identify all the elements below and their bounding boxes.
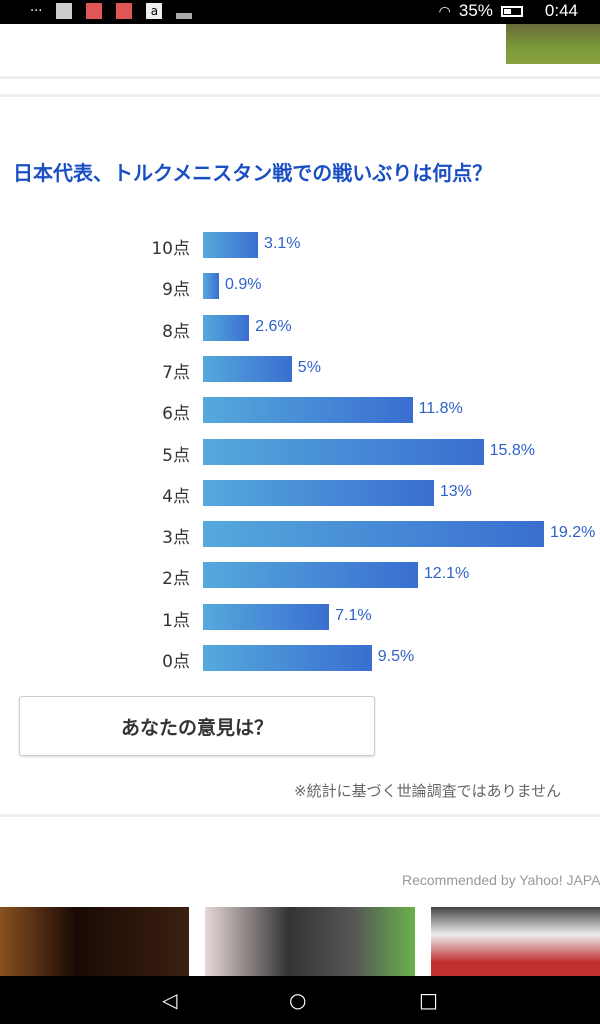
app-notification-icon — [56, 3, 73, 19]
poll-title: 日本代表、トルクメニスタン戦での戦いぶりは何点？ — [13, 161, 493, 185]
result-bar — [203, 562, 418, 589]
clock: 0:44 — [544, 1, 578, 20]
poll-row: 5点 15.8% — [0, 438, 600, 466]
result-percent: 15.8% — [489, 441, 535, 459]
option-label: 9点 — [162, 280, 190, 301]
poll-row: 9点 0.9% — [0, 273, 600, 301]
poll-row: 6点 11.8% — [0, 397, 600, 425]
option-label: 6点 — [162, 404, 190, 425]
result-bar — [203, 232, 259, 258]
result-percent: 3.1% — [264, 235, 301, 252]
more-notifications-icon: ··· — [30, 3, 43, 19]
battery-percent: 35% — [458, 1, 493, 20]
divider — [0, 76, 600, 79]
result-percent: 0.9% — [224, 276, 262, 294]
recommended-article-image[interactable] — [431, 907, 600, 976]
result-bar — [203, 397, 413, 424]
recommended-article-image[interactable] — [205, 907, 415, 976]
poll-row: 1点 7.1% — [0, 603, 600, 631]
amazon-cart-icon — [176, 3, 193, 19]
result-percent: 5% — [297, 358, 321, 376]
option-label: 2点 — [162, 569, 190, 590]
result-bar — [203, 314, 250, 341]
battery-icon — [500, 5, 523, 17]
poll-row: 10点 3.1% — [0, 232, 600, 259]
recommended-by: Recommended by Yahoo! JAPAN — [402, 872, 600, 888]
result-bar — [203, 479, 434, 506]
result-percent: 12.1% — [423, 565, 470, 583]
result-bar — [203, 645, 372, 671]
option-label: 1点 — [162, 610, 190, 631]
result-percent: 2.6% — [255, 317, 292, 335]
option-label: 8点 — [162, 321, 190, 342]
your-opinion-button[interactable]: あなたの意見は？ — [19, 696, 375, 756]
disclaimer-note: ※統計に基づく世論調査ではありません — [294, 782, 562, 800]
poll-row: 4点 13% — [0, 479, 600, 507]
option-label: 0点 — [162, 652, 190, 672]
cleaner-icon — [116, 3, 133, 19]
navigation-bar: ◁ ○ □ — [0, 976, 600, 1024]
back-icon[interactable]: ◁ — [162, 988, 178, 1012]
wifi-icon: ◠ — [438, 2, 451, 19]
poll-row: 7点 5% — [0, 355, 600, 383]
option-label: 4点 — [162, 486, 190, 507]
option-label: 10点 — [151, 239, 190, 259]
article-thumbnail[interactable] — [506, 24, 600, 64]
result-percent: 9.5% — [377, 648, 415, 665]
poll-row: 2点 12.1% — [0, 562, 600, 590]
result-percent: 7.1% — [335, 606, 372, 624]
recents-icon[interactable]: □ — [419, 988, 438, 1012]
result-percent: 11.8% — [418, 400, 463, 418]
divider — [0, 94, 600, 97]
result-percent: 19.2% — [549, 524, 596, 542]
recommended-article-image[interactable] — [0, 907, 189, 976]
option-label: 5点 — [162, 445, 190, 466]
option-label: 7点 — [162, 362, 190, 383]
cleaner-icon — [86, 3, 103, 19]
result-bar — [203, 521, 544, 548]
status-bar: ··· a ◠ 35% 0:44 — [0, 0, 600, 24]
amazon-icon: a — [146, 3, 163, 19]
result-bar — [203, 438, 484, 465]
result-bar — [203, 273, 219, 300]
poll-row: 0点 9.5% — [0, 645, 600, 672]
result-bar — [203, 355, 292, 382]
option-label: 3点 — [162, 528, 190, 549]
poll-row: 8点 2.6% — [0, 314, 600, 342]
result-bar — [203, 603, 330, 630]
poll-row: 3点 19.2% — [0, 521, 600, 549]
home-icon[interactable]: ○ — [289, 988, 307, 1012]
divider — [0, 814, 600, 817]
result-percent: 13% — [439, 482, 472, 500]
